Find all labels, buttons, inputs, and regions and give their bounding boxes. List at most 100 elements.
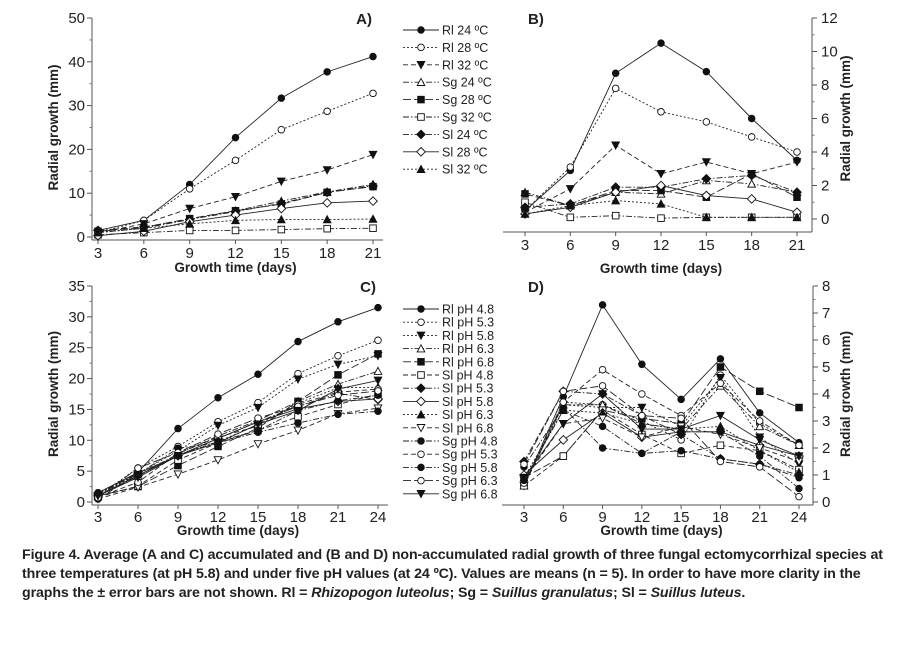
data-point bbox=[559, 406, 568, 414]
x-tick-label: 12 bbox=[634, 509, 651, 526]
data-point bbox=[702, 67, 711, 76]
data-point bbox=[334, 371, 342, 379]
data-point bbox=[293, 375, 303, 384]
series-sg-ph-6-8 bbox=[519, 390, 804, 483]
data-point bbox=[214, 430, 222, 438]
data-point bbox=[231, 156, 240, 165]
data-point bbox=[637, 425, 647, 434]
series-sl-32-c bbox=[520, 195, 802, 222]
data-point bbox=[277, 225, 286, 234]
series-line bbox=[523, 303, 800, 486]
y-tick-label: 0 bbox=[77, 494, 85, 511]
y-tick-label: 2 bbox=[821, 178, 829, 195]
legend-item: Rl pH 5.3 bbox=[403, 316, 494, 330]
data-point bbox=[656, 180, 666, 191]
x-tick-label: 3 bbox=[520, 509, 528, 526]
x-tick-label: 15 bbox=[273, 245, 290, 262]
legend-item: Sg pH 5.3 bbox=[403, 448, 498, 462]
y-tick-label: 50 bbox=[68, 10, 85, 27]
data-point bbox=[322, 197, 333, 208]
data-point bbox=[174, 424, 182, 433]
square-marker-icon bbox=[417, 113, 425, 121]
legend-item: Sl 24 ºC bbox=[403, 128, 488, 142]
data-point bbox=[368, 214, 378, 223]
caption-text: ; Sl = bbox=[613, 585, 651, 601]
legend-item: Sg pH 6.3 bbox=[403, 474, 498, 488]
data-point bbox=[676, 425, 686, 434]
data-point bbox=[755, 452, 764, 460]
legend-item: Sg pH 4.8 bbox=[403, 435, 498, 449]
data-point bbox=[598, 390, 608, 399]
data-point bbox=[368, 180, 378, 191]
legend: Rl pH 4.8Rl pH 5.3Rl pH 5.8Rl pH 6.3Rl p… bbox=[403, 303, 498, 501]
legend-item: Rl 28 ºC bbox=[403, 41, 488, 55]
y-tick-label: 4 bbox=[821, 144, 829, 161]
series-line bbox=[97, 370, 379, 497]
data-point bbox=[231, 133, 240, 142]
triangle-up-marker-icon bbox=[416, 77, 426, 86]
data-point bbox=[755, 421, 765, 431]
data-point bbox=[598, 365, 607, 374]
legend-item: Sl 32 ºC bbox=[403, 163, 488, 177]
data-point bbox=[293, 406, 303, 416]
legend-item: Sg 32 ºC bbox=[403, 111, 492, 125]
series-sg-ph-6-8 bbox=[93, 376, 383, 501]
y-tick-label: 6 bbox=[821, 111, 829, 128]
panel-label: D) bbox=[528, 279, 544, 296]
data-point bbox=[173, 470, 183, 479]
series-sl-ph-6-8 bbox=[93, 404, 383, 504]
data-point bbox=[559, 452, 568, 460]
data-point bbox=[677, 395, 685, 404]
legend-label: Sg pH 5.3 bbox=[442, 448, 498, 462]
y-tick-label: 0 bbox=[77, 229, 85, 246]
data-point bbox=[368, 150, 378, 160]
data-point bbox=[716, 457, 725, 466]
data-point bbox=[794, 452, 804, 461]
data-point bbox=[657, 214, 665, 222]
legend-label: Sl pH 6.8 bbox=[442, 421, 493, 435]
data-point bbox=[747, 179, 757, 188]
y-tick-label: 5 bbox=[822, 359, 830, 376]
legend-item: Sl 28 ºC bbox=[403, 145, 488, 159]
legend-item: Sl pH 6.3 bbox=[403, 408, 493, 422]
data-point bbox=[334, 351, 342, 360]
series-sg-ph-5-3 bbox=[520, 365, 803, 487]
x-tick-label: 6 bbox=[559, 509, 567, 526]
legend-label: Rl pH 6.8 bbox=[442, 355, 494, 369]
series-line bbox=[523, 369, 800, 484]
y-tick-label: 8 bbox=[821, 77, 829, 94]
data-point bbox=[755, 417, 764, 425]
series-line bbox=[523, 409, 800, 489]
x-tick-label: 9 bbox=[174, 509, 182, 526]
data-point bbox=[254, 370, 262, 379]
series-line bbox=[97, 407, 379, 500]
data-point bbox=[598, 444, 607, 452]
data-point bbox=[323, 224, 331, 233]
series-sg-ph-6-3 bbox=[520, 382, 803, 501]
y-tick-label: 2 bbox=[822, 440, 830, 457]
data-point bbox=[369, 224, 377, 232]
legend-item: Sg 24 ºC bbox=[403, 76, 492, 90]
y-tick-label: 3 bbox=[822, 413, 830, 430]
data-point bbox=[637, 433, 647, 442]
data-point bbox=[520, 460, 528, 468]
y-tick-label: 12 bbox=[821, 10, 838, 27]
x-tick-label: 9 bbox=[611, 237, 619, 254]
circle-marker-icon bbox=[417, 476, 425, 485]
data-point bbox=[374, 387, 382, 395]
data-point bbox=[701, 190, 712, 201]
caption-text: . bbox=[741, 585, 746, 601]
data-point bbox=[213, 456, 223, 465]
triangle-down-marker-icon bbox=[416, 61, 426, 70]
y-tick-label: 0 bbox=[822, 494, 830, 511]
triangle-up-marker-icon bbox=[416, 343, 426, 353]
y-tick-label: 10 bbox=[68, 432, 85, 449]
x-tick-label: 21 bbox=[365, 245, 382, 262]
x-tick-label: 3 bbox=[94, 245, 102, 262]
legend-item: Rl pH 4.8 bbox=[403, 303, 494, 317]
y-tick-label: 5 bbox=[77, 463, 85, 480]
data-point bbox=[277, 125, 286, 134]
data-point bbox=[755, 387, 764, 396]
diamond-marker-icon bbox=[416, 146, 426, 157]
series-line bbox=[523, 385, 800, 497]
